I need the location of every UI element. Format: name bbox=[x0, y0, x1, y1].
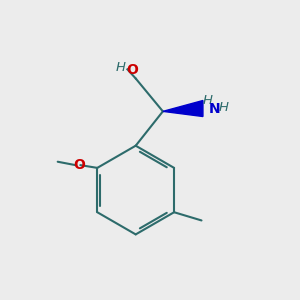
Text: N: N bbox=[208, 101, 220, 116]
Text: H: H bbox=[116, 61, 125, 74]
Text: H: H bbox=[203, 94, 213, 107]
Polygon shape bbox=[163, 100, 203, 116]
Text: O: O bbox=[73, 158, 85, 172]
Text: O: O bbox=[126, 63, 138, 77]
Text: H: H bbox=[219, 100, 229, 114]
